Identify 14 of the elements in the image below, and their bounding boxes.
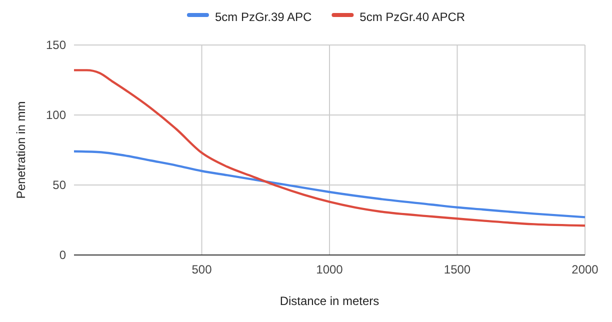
x-tick-label: 2000 [572, 262, 599, 277]
line-series [72, 69, 586, 227]
y-tick-label: 50 [52, 178, 66, 192]
y-tick-label: 100 [46, 108, 66, 122]
legend-label: 5cm PzGr.39 APC [214, 10, 312, 24]
y-axis-title: Penetration in mm [14, 101, 28, 199]
y-tick-label: 0 [59, 248, 66, 262]
legend-label: 5cm PzGr.40 APCR [360, 10, 466, 24]
x-axis-title: Distance in meters [280, 294, 380, 308]
x-tick-label: 1500 [444, 262, 471, 277]
x-tick-label: 1000 [316, 262, 344, 277]
y-tick-label: 150 [46, 38, 66, 52]
line-series [72, 150, 586, 218]
x-tick-label: 500 [192, 262, 212, 277]
